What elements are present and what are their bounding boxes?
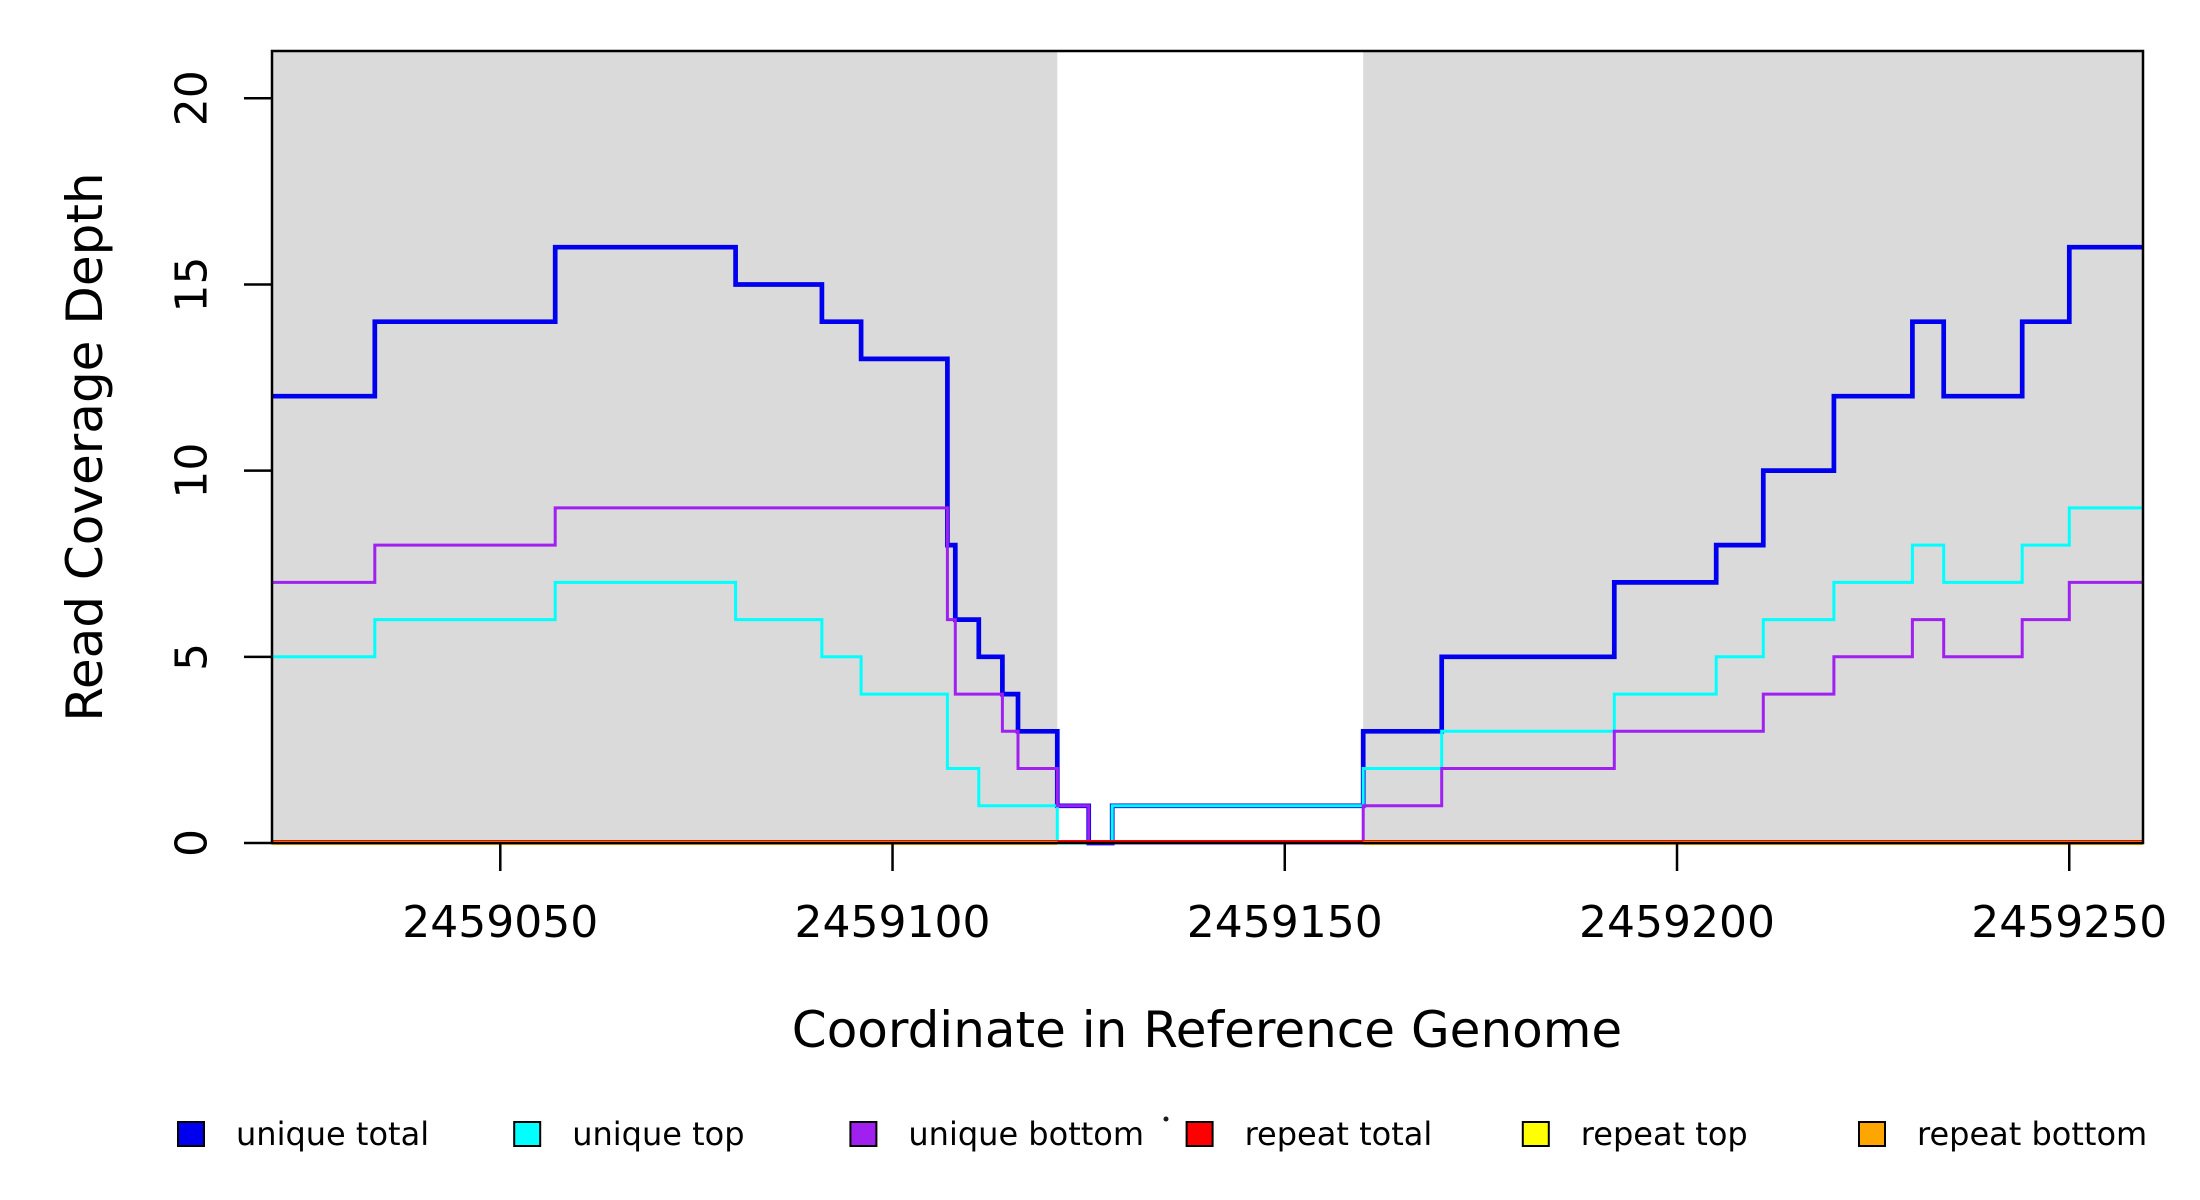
- x-tick-label: 2459250: [1971, 897, 2167, 948]
- y-tick-label: 15: [167, 256, 218, 312]
- plot-border: [270, 49, 2145, 845]
- legend-label: repeat total: [1245, 1115, 1433, 1153]
- legend-item-repeat-bottom: repeat bottom: [1858, 1115, 2147, 1153]
- legend-swatch: [849, 1121, 878, 1147]
- x-tick-label: 2459200: [1579, 897, 1775, 948]
- y-axis-title: Read Coverage Depth: [56, 172, 114, 721]
- axes: 2459050 2459100 2459150 2459200 2459250 0 5 10 1…: [167, 70, 2168, 948]
- x-tick-label: 2459100: [795, 897, 991, 948]
- legend-swatch: [177, 1121, 205, 1147]
- legend-item-repeat-top: repeat top: [1521, 1115, 1748, 1153]
- series-unique-bottom: [272, 506, 2143, 845]
- legend-swatch: [1858, 1121, 1886, 1147]
- legend-swatch: [1521, 1121, 1550, 1147]
- x-tick-label: 2459050: [402, 897, 598, 948]
- legend-label: repeat bottom: [1917, 1115, 2147, 1153]
- legend-item-unique-total: unique total: [177, 1115, 429, 1153]
- repeat-region-shading: [272, 51, 2143, 843]
- legend-swatch: [513, 1121, 542, 1147]
- y-tick-label: 5: [167, 643, 218, 671]
- y-tick-label: 20: [167, 70, 218, 126]
- legend-item-unique-bottom: unique bottom: [849, 1115, 1144, 1153]
- legend-label: repeat top: [1581, 1115, 1748, 1153]
- y-tick-label: 0: [167, 829, 218, 857]
- legend-label: unique bottom: [908, 1115, 1144, 1153]
- legend-item-repeat-total: repeat total: [1185, 1115, 1433, 1153]
- repeat-region: [272, 51, 1058, 843]
- legend-item-unique-top: unique top: [513, 1115, 745, 1153]
- legend: unique total unique top unique bottom repea…: [177, 1115, 2147, 1153]
- legend-label: unique top: [572, 1115, 744, 1153]
- series-unique-top: [272, 506, 2143, 845]
- x-axis-title: Coordinate in Reference Genome: [792, 1001, 1622, 1059]
- repeat-region: [1363, 51, 2143, 843]
- stray-dot: [1163, 1116, 1169, 1122]
- annotations: [1163, 1116, 1169, 1122]
- x-tick-label: 2459150: [1187, 897, 1383, 948]
- legend-swatch: [1185, 1121, 1214, 1147]
- legend-label: unique total: [236, 1115, 429, 1153]
- y-tick-label: 10: [167, 443, 218, 499]
